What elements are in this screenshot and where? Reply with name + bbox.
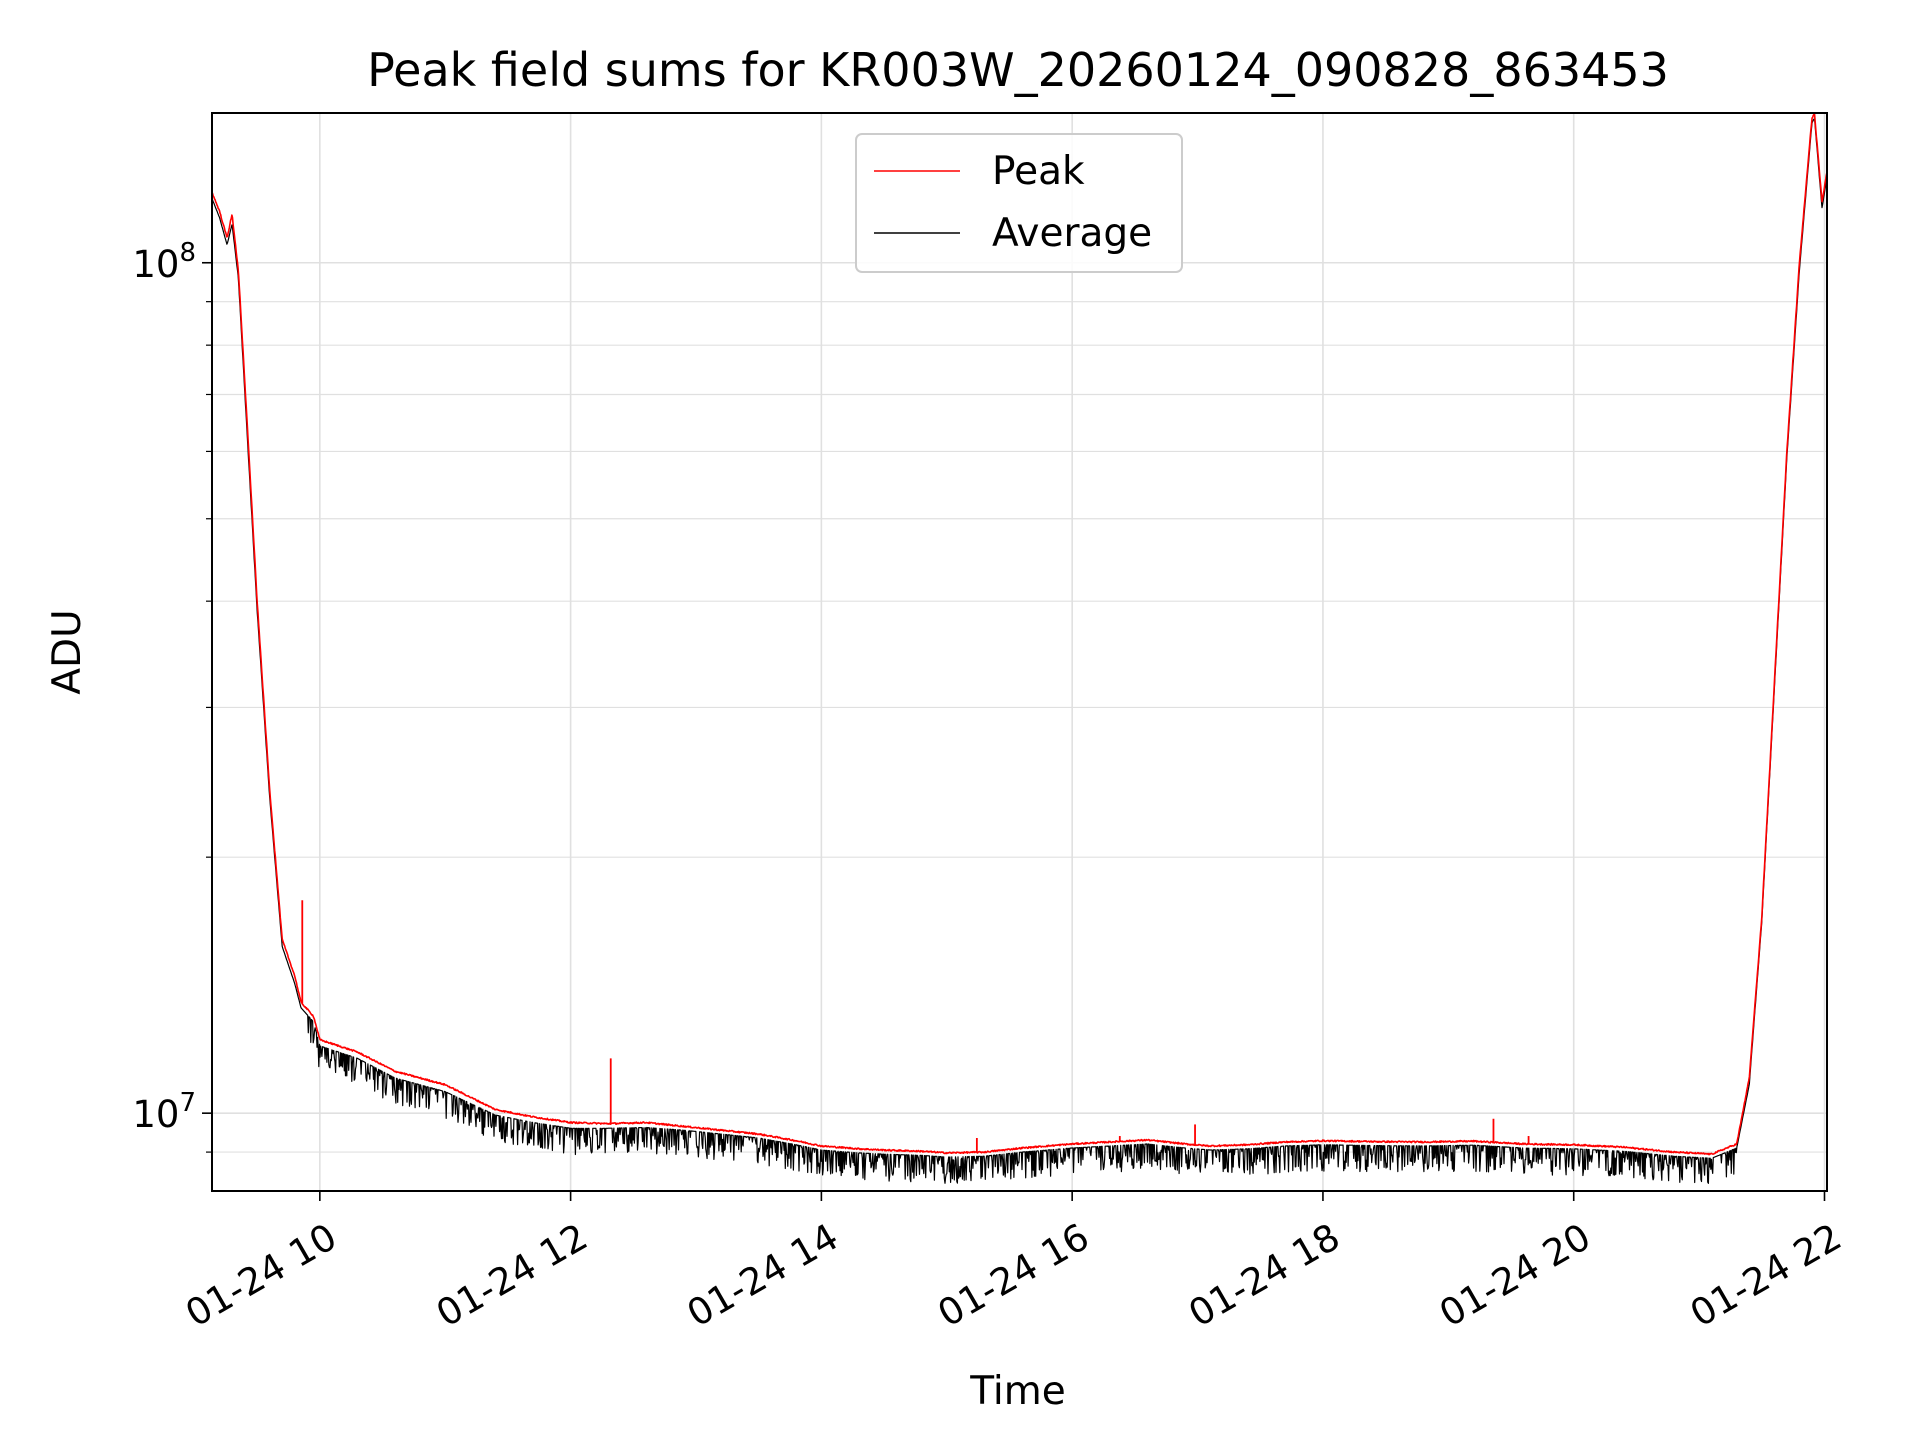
legend-label-peak: Peak: [992, 149, 1085, 194]
y-axis-label: ADU: [45, 609, 90, 694]
legend-label-average: Average: [992, 211, 1152, 256]
y-tick-label: 107: [132, 1088, 196, 1136]
series-layer: [211, 113, 1828, 1184]
x-axis-label: Time: [969, 1369, 1065, 1414]
legend: Peak Average: [855, 133, 1183, 273]
series-line-average: [211, 118, 1828, 1184]
legend-frame: [855, 133, 1183, 273]
plot-frame: [211, 112, 1828, 1192]
series-line-peak: [211, 113, 1828, 1156]
chart-title: Peak field sums for KR003W_20260124_0908…: [367, 43, 1669, 97]
y-tick-label: 108: [132, 238, 196, 286]
